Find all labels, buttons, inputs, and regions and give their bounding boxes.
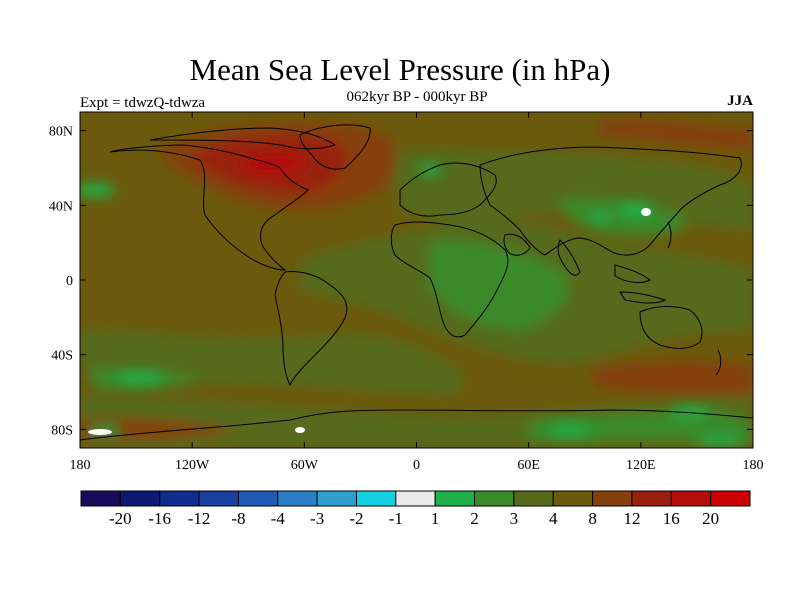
- colorbar-box: [395, 490, 436, 507]
- colorbar-label: -20: [109, 509, 132, 528]
- colorbar-label: 2: [470, 509, 479, 528]
- experiment-label: Expt = tdwzQ-tdwza: [80, 95, 206, 111]
- y-tick-label: 80N: [49, 125, 73, 140]
- x-tick-label: 180: [70, 458, 91, 473]
- x-tick-label: 0: [413, 458, 420, 473]
- colorbar-label: 4: [549, 509, 558, 528]
- y-tick-label: 40N: [49, 199, 73, 214]
- colorbar-box: [159, 490, 200, 507]
- colorbar-label: 20: [702, 509, 719, 528]
- colorbar-label: -1: [389, 509, 403, 528]
- season-label: JJA: [727, 93, 753, 109]
- x-tick-label: 60W: [291, 458, 319, 473]
- colorbar-label: 3: [510, 509, 519, 528]
- colorbar-box: [474, 490, 515, 507]
- x-tick-label: 120W: [175, 458, 210, 473]
- y-tick-label: 40S: [51, 349, 73, 364]
- colorbar-box: [119, 490, 161, 507]
- colorbar-box: [434, 490, 476, 507]
- colorbar-label: 1: [431, 509, 440, 528]
- colorbar-box: [80, 490, 121, 507]
- colorbar-label: -8: [231, 509, 245, 528]
- axes: 180 120W 60W 0 60E 120E 180 80N 40N 0 40S 80S: [49, 112, 764, 473]
- chart-title: Mean Sea Level Pressure (in hPa): [189, 52, 611, 87]
- colorbar-label: 8: [588, 509, 597, 528]
- y-tick-label: 80S: [51, 423, 73, 438]
- colorbar-box: [237, 490, 279, 507]
- colorbar-box: [277, 490, 318, 507]
- colorbar-label: -12: [188, 509, 211, 528]
- colorbar-box: [513, 490, 554, 507]
- colorbar-label: -4: [271, 509, 286, 528]
- colorbar-box: [316, 490, 357, 507]
- colorbar-label: -16: [148, 509, 171, 528]
- x-tick-label: 120E: [626, 458, 656, 473]
- x-tick-label: 60E: [517, 458, 540, 473]
- coastlines: [80, 124, 753, 441]
- colorbar-box: [355, 490, 397, 507]
- colorbar-box: [670, 490, 712, 507]
- colorbar-box: [592, 490, 633, 507]
- x-tick-label: 180: [743, 458, 764, 473]
- colorbar-label: -2: [349, 509, 363, 528]
- colorbar-box: [552, 490, 594, 507]
- colorbar-box: [631, 490, 672, 507]
- colorbar-box: [198, 490, 239, 507]
- colorbar-label: 12: [623, 509, 640, 528]
- chart-subtitle: 062kyr BP - 000kyr BP: [346, 89, 488, 105]
- pressure-field: [80, 112, 753, 448]
- colorbar-label: -3: [310, 509, 324, 528]
- colorbar-box: [710, 490, 751, 507]
- y-tick-label: 0: [66, 274, 73, 289]
- colorbar-label: 16: [663, 509, 680, 528]
